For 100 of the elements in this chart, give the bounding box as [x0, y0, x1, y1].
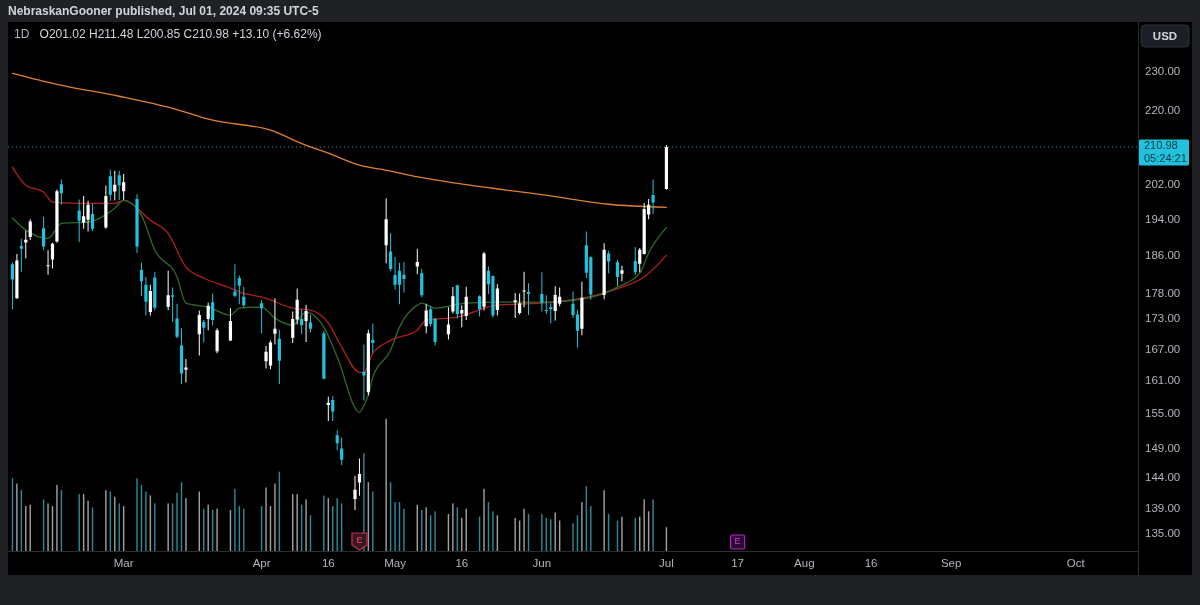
candlestick [606, 250, 611, 274]
x-tick-label: Oct [1066, 557, 1086, 570]
candlestick [86, 200, 90, 232]
candlestick [46, 250, 50, 275]
candlestick [371, 323, 375, 353]
candlestick [215, 328, 219, 354]
candlestick [144, 277, 148, 316]
y-tick-label: 202.00 [1145, 177, 1181, 190]
candlestick [362, 344, 366, 401]
y-tick-label: 194.00 [1145, 212, 1181, 225]
candlestick [322, 330, 326, 380]
candlestick [460, 305, 464, 328]
candlestick [664, 144, 669, 190]
line-series [11, 199, 668, 413]
candlestick [153, 271, 157, 311]
candlestick [513, 292, 517, 319]
candlestick [389, 233, 393, 272]
line-series [11, 72, 668, 208]
y-tick-label: 167.00 [1145, 342, 1181, 355]
candlestick [135, 194, 139, 254]
candlestick [384, 198, 388, 264]
candlestick [179, 328, 184, 385]
candlestick [50, 242, 55, 269]
candlestick [420, 268, 424, 298]
candlestick [602, 243, 606, 300]
candlestick [357, 458, 362, 496]
line-series [11, 166, 668, 373]
y-tick-label: 178.00 [1145, 287, 1181, 300]
candlestick [518, 293, 522, 315]
y-tick-label: 230.00 [1145, 65, 1181, 78]
candlestick [117, 170, 121, 200]
candlestick [482, 252, 486, 311]
candlestick [82, 195, 86, 229]
candlestick [122, 174, 126, 200]
candlestick [77, 199, 81, 242]
candlestick [28, 219, 32, 241]
candlestick [304, 304, 308, 342]
y-tick-label: 155.00 [1145, 407, 1181, 420]
candlestick [237, 275, 241, 305]
candlestick [575, 310, 580, 348]
candlestick [571, 291, 575, 319]
candlestick [633, 247, 637, 276]
text: 1D [14, 27, 30, 41]
x-tick-label: May [384, 557, 407, 570]
candlestick [113, 170, 117, 201]
candlestick [273, 298, 277, 345]
x-tick-label: 17 [731, 557, 744, 570]
candlestick [451, 287, 455, 314]
candlestick [540, 272, 544, 312]
candlestick [522, 271, 526, 308]
candlestick [366, 329, 370, 396]
candlestick [620, 265, 624, 282]
candlestick [59, 179, 63, 205]
candlestick [24, 230, 28, 259]
annotation: E [734, 536, 741, 547]
candlestick [495, 284, 499, 316]
x-tick-label: Jul [659, 557, 674, 570]
x-tick-label: Sep [940, 557, 962, 570]
y-tick-label: 161.00 [1145, 374, 1181, 387]
candlestick [166, 270, 170, 311]
candlestick [353, 475, 357, 511]
candlestick [553, 286, 557, 321]
candlestick [300, 309, 304, 335]
candlestick [15, 253, 19, 299]
candlestick [55, 189, 59, 243]
x-tick-label: Aug [794, 557, 815, 570]
candlestick [455, 284, 459, 319]
y-tick-label: 144.00 [1145, 471, 1181, 484]
candlestick [331, 396, 335, 422]
candlestick [415, 248, 419, 275]
candlestick [308, 315, 313, 333]
text: O201.02 H211.48 L200.85 C210.98 +13.10 (+6.62%) [39, 27, 322, 41]
candlestick [526, 283, 531, 316]
candlestick [242, 286, 246, 308]
candlestick [10, 262, 15, 310]
candlestick [477, 295, 482, 317]
candlestick [544, 295, 548, 315]
candlestick [184, 359, 188, 383]
y-tick-label: 186.00 [1145, 249, 1181, 262]
candlestick [41, 216, 46, 251]
candlestick [335, 430, 339, 451]
candlestick [171, 287, 175, 323]
candlestick [202, 320, 206, 343]
candlestick [277, 329, 281, 385]
y-tick-label: 139.00 [1145, 501, 1181, 514]
y-tick-label: 220.00 [1145, 103, 1181, 116]
x-tick-label: 16 [455, 557, 469, 570]
candlestick [295, 288, 299, 325]
text: NebraskanGooner published, Jul 01, 2024 09:35 UTC-5 [8, 4, 320, 19]
candlestick [206, 302, 210, 331]
candlestick [638, 247, 642, 273]
candlestick [642, 202, 646, 255]
candlestick [228, 308, 233, 341]
candlestick [549, 303, 553, 324]
candlestick [148, 284, 152, 316]
candlestick [90, 203, 95, 231]
candlestick [211, 293, 215, 326]
candlestick [651, 179, 655, 214]
x-tick-label: Jun [532, 557, 552, 570]
x-tick-label: Mar [113, 557, 134, 570]
